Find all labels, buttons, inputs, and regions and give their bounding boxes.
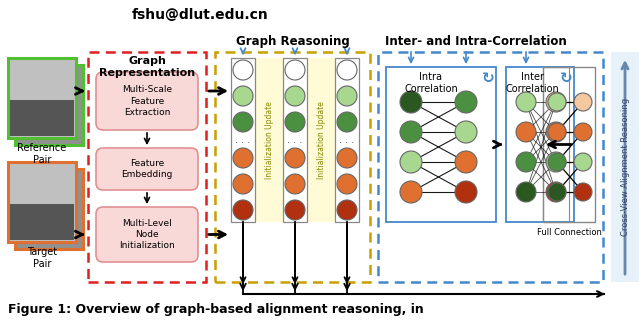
Text: ↻: ↻ (559, 71, 572, 86)
Circle shape (455, 151, 477, 173)
Circle shape (400, 181, 422, 203)
Bar (8, 162, 76, 242)
Circle shape (574, 183, 592, 201)
Text: Graph
Representation: Graph Representation (99, 56, 195, 78)
Circle shape (233, 148, 253, 168)
Text: . . .: . . . (236, 135, 251, 145)
Text: Inter
Correlation: Inter Correlation (505, 72, 559, 94)
Text: Feature
Embedding: Feature Embedding (122, 159, 173, 179)
Circle shape (337, 148, 357, 168)
Text: . . .: . . . (339, 135, 355, 145)
FancyBboxPatch shape (96, 72, 198, 130)
Bar (231, 58, 255, 222)
Circle shape (574, 93, 592, 111)
Circle shape (233, 60, 253, 80)
Circle shape (285, 200, 305, 220)
Circle shape (516, 182, 536, 202)
Circle shape (574, 123, 592, 141)
Circle shape (548, 93, 566, 111)
Bar (15, 169, 83, 249)
Polygon shape (255, 58, 283, 222)
Circle shape (337, 112, 357, 132)
Bar (386, 67, 496, 222)
Circle shape (285, 148, 305, 168)
Circle shape (337, 174, 357, 194)
Bar (88, 52, 206, 282)
Circle shape (400, 151, 422, 173)
Text: Reference
Pair: Reference Pair (17, 143, 67, 165)
Bar (10, 100, 74, 136)
Circle shape (455, 121, 477, 143)
Circle shape (546, 152, 566, 172)
Circle shape (516, 122, 536, 142)
Circle shape (233, 112, 253, 132)
FancyBboxPatch shape (96, 207, 198, 262)
Text: Figure 1: Overview of graph-based alignment reasoning, in: Figure 1: Overview of graph-based alignm… (8, 303, 424, 316)
Circle shape (548, 123, 566, 141)
Text: Full Connection: Full Connection (536, 228, 602, 237)
Bar (8, 58, 76, 138)
Text: Initialization Update: Initialization Update (317, 101, 326, 179)
Circle shape (548, 153, 566, 171)
Circle shape (546, 122, 566, 142)
Bar (10, 204, 74, 240)
Text: Multi-Scale
Feature
Extraction: Multi-Scale Feature Extraction (122, 85, 172, 116)
Bar (335, 58, 359, 222)
Circle shape (516, 92, 536, 112)
Text: Graph Reasoning: Graph Reasoning (236, 35, 349, 48)
Bar (378, 52, 603, 282)
Bar (506, 67, 574, 222)
Circle shape (516, 152, 536, 172)
Bar (283, 58, 307, 222)
Text: ↻: ↻ (482, 71, 494, 86)
Circle shape (337, 200, 357, 220)
Circle shape (337, 86, 357, 106)
Circle shape (233, 200, 253, 220)
Bar (215, 52, 370, 282)
Circle shape (400, 121, 422, 143)
FancyBboxPatch shape (96, 148, 198, 190)
Circle shape (455, 91, 477, 113)
Bar (611, 52, 639, 282)
Text: fshu@dlut.edu.cn: fshu@dlut.edu.cn (132, 8, 268, 22)
Bar (543, 67, 569, 222)
Circle shape (285, 60, 305, 80)
Text: . . .: . . . (287, 135, 303, 145)
Bar (543, 67, 595, 222)
Circle shape (548, 183, 566, 201)
Polygon shape (307, 58, 335, 222)
Circle shape (233, 86, 253, 106)
Circle shape (285, 112, 305, 132)
Circle shape (233, 174, 253, 194)
Bar (15, 65, 83, 145)
Circle shape (574, 153, 592, 171)
Circle shape (546, 92, 566, 112)
Text: Cross-View Alignment Reasoning: Cross-View Alignment Reasoning (621, 98, 630, 236)
Circle shape (285, 174, 305, 194)
Circle shape (455, 181, 477, 203)
Text: Initialization Update: Initialization Update (264, 101, 273, 179)
Circle shape (337, 60, 357, 80)
Text: Inter- and Intra-Correlation: Inter- and Intra-Correlation (385, 35, 566, 48)
Circle shape (285, 86, 305, 106)
Circle shape (400, 91, 422, 113)
Text: Intra
Correlation: Intra Correlation (404, 72, 458, 94)
Circle shape (546, 182, 566, 202)
Text: Target
Pair: Target Pair (27, 247, 57, 269)
Text: Multi-Level
Node
Initialization: Multi-Level Node Initialization (119, 219, 175, 250)
